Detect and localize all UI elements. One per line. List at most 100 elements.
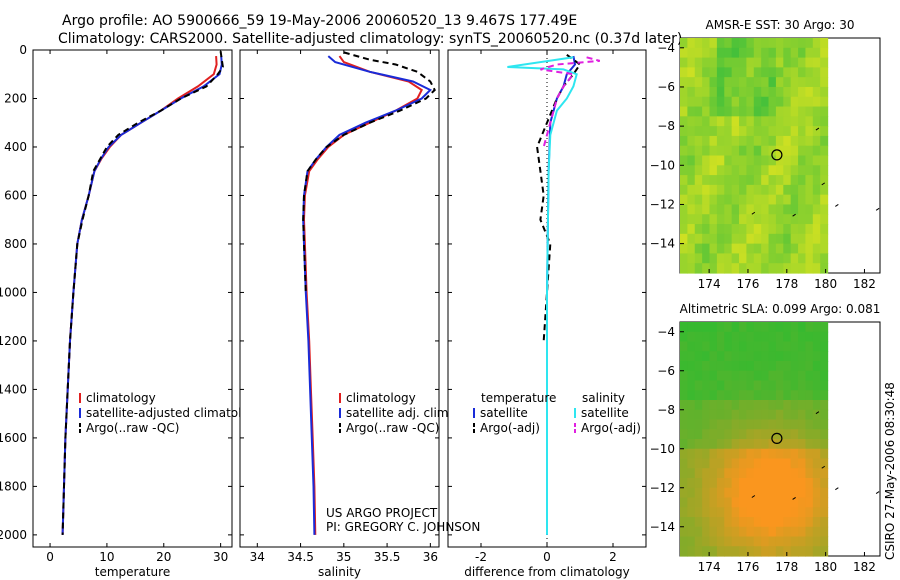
x-tick-label: 35 [336,550,351,564]
map-cell [702,487,711,499]
island-mark [815,411,820,415]
map-cell [820,47,829,59]
map-cell [702,370,711,382]
map-cell [731,458,740,469]
map-cell [724,145,733,157]
map-cell [820,497,829,508]
map-cell [798,204,807,215]
map-cell [805,224,814,235]
x-tick-label: 174 [698,560,721,574]
map-cell [805,135,814,147]
map-cell [680,57,688,68]
map-cell [739,517,748,528]
map-cell [702,341,711,352]
map-cell [798,487,807,499]
map-cell [798,175,807,186]
map-cell [820,487,829,499]
map-cell [680,165,688,176]
map-cell [739,263,748,274]
map-cell [739,351,748,362]
map-cell [680,497,688,508]
map-cell [768,458,777,469]
map-cell [753,165,762,176]
map-cell [694,253,703,264]
map-cell [739,116,748,127]
map-cell [790,341,799,352]
map-cell [739,468,748,479]
map-cell [716,526,725,538]
map-cell [753,96,762,108]
map-cell [805,322,814,333]
map-cell [746,448,755,460]
map-cell [724,448,733,460]
map-cell [798,126,807,137]
map-cell [812,184,821,196]
map-cell [709,67,718,78]
map-cell [761,517,770,528]
map-cell [680,175,688,186]
map-cell [805,233,814,245]
map-cell [680,487,688,499]
map-cell [716,155,725,166]
map-cell [687,224,696,235]
map-cell [746,487,755,499]
map-cell [716,243,725,255]
map-cell [680,263,688,274]
map-cell [753,47,762,59]
map-cell [768,507,777,518]
map-cell [694,448,703,460]
map-cell [790,155,799,166]
y-tick-label: 800 [4,237,27,251]
map-cell [694,526,703,538]
map-cell [680,546,688,557]
map-cell [783,448,792,460]
map-cell [694,214,703,225]
map-cell [820,77,829,88]
map-cell [798,380,807,391]
map-cell [731,351,740,362]
map-cell [680,145,688,157]
map-cell [775,419,784,430]
map-cell [739,67,748,78]
map-cell [731,263,740,274]
map-cell [731,341,740,352]
map-cell [746,546,755,557]
map-cell [753,507,762,518]
map-cell [812,165,821,176]
map-cell [680,517,688,528]
map-cell [694,468,703,479]
map-cell [790,546,799,557]
island-mark [821,465,826,469]
map-cell [820,341,829,352]
series-line-argo-raw-qc- [302,51,436,293]
map-cell [753,370,762,382]
map-cell [731,409,740,421]
map-cell [783,351,792,362]
island-mark [835,204,839,207]
map-cell [746,175,755,186]
map-cell [694,38,703,49]
map-cell [731,165,740,176]
map-cell [775,243,784,255]
map-cell [753,214,762,225]
map-cell [702,361,711,372]
map-cell [790,536,799,547]
map-cell [680,361,688,372]
map-cell [739,507,748,518]
map-cell [680,322,688,333]
map-cell [812,507,821,518]
map-cell [724,184,733,196]
map-cell [812,331,821,343]
map-cell [746,390,755,401]
map-cell [805,116,814,127]
x-tick-label: 2 [609,550,617,564]
map-cell [739,390,748,401]
map-title: AMSR-E SST: 30 Argo: 30 [706,18,855,32]
map-cell [731,57,740,68]
map-cell [761,351,770,362]
map-cell [746,243,755,255]
map-cell [798,224,807,235]
map-cell [761,400,770,411]
map-cell [694,351,703,362]
map-cell [724,478,733,489]
